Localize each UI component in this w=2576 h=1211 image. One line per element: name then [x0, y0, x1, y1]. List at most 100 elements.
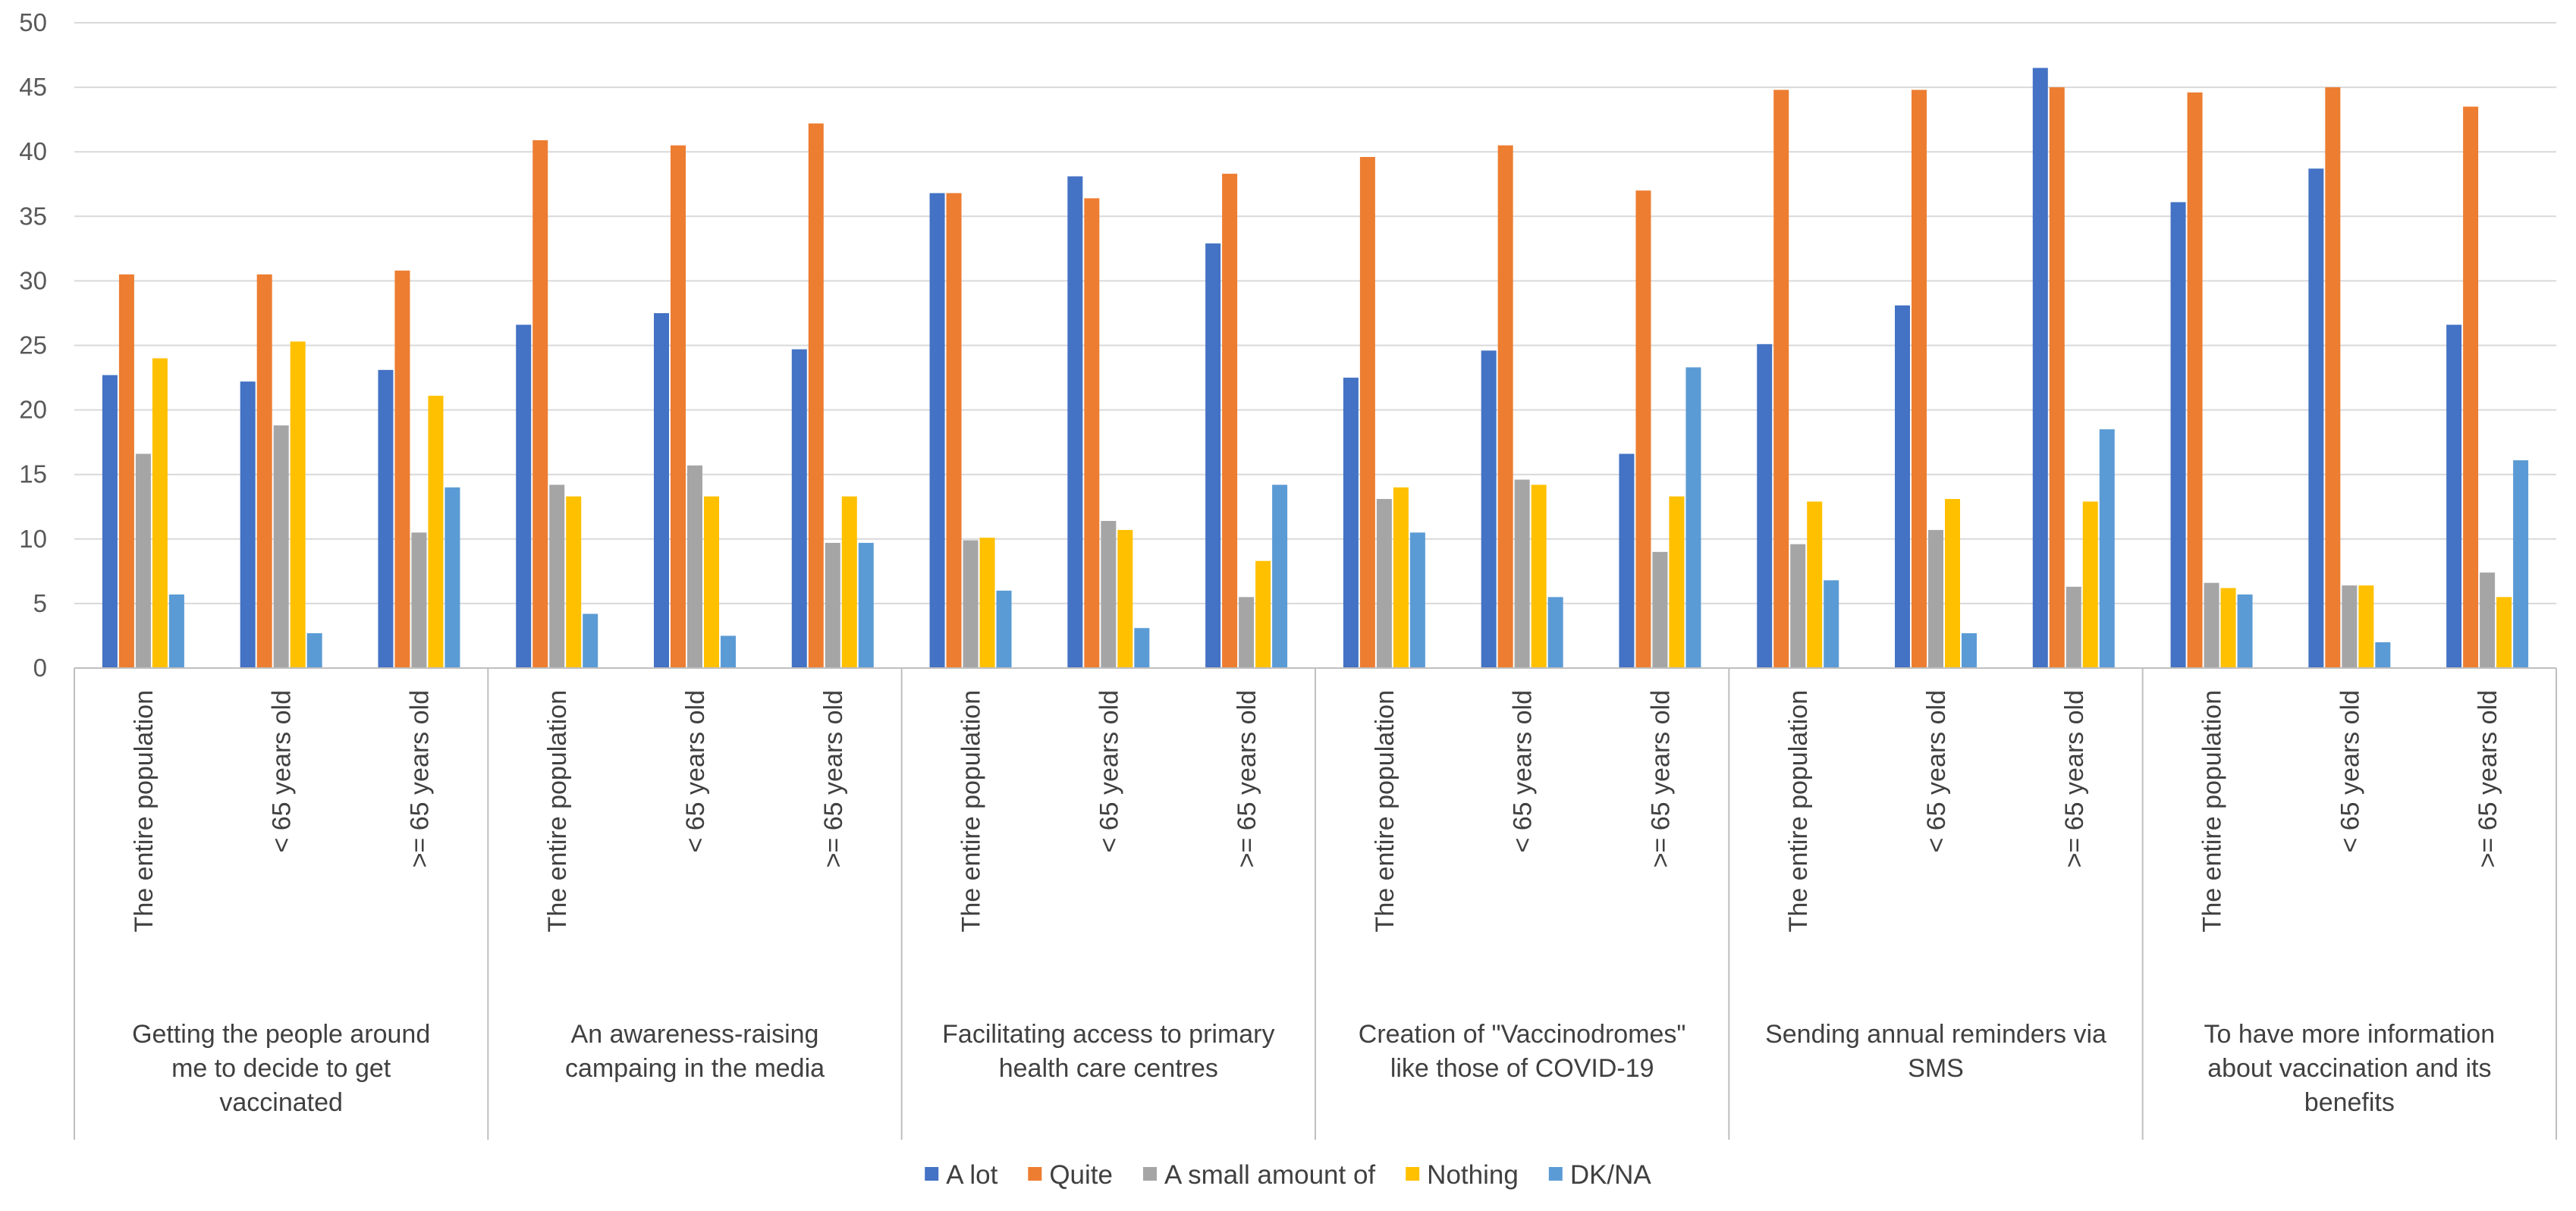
legend-swatch — [1548, 1167, 1563, 1181]
x-subcategory-label: < 65 years old — [268, 690, 297, 853]
bar-g1-s1-a-small-amount-of — [135, 453, 151, 668]
bar-g1-s1-a-lot — [102, 375, 118, 668]
legend-swatch — [925, 1167, 939, 1181]
gridlines — [74, 22, 2556, 604]
bar-g6-s1-nothing — [2220, 588, 2236, 668]
bar-g4-s2-a-lot — [1481, 350, 1497, 668]
bar-g4-s2-nothing — [1531, 485, 1547, 668]
bar-g5-s1-nothing — [1807, 501, 1823, 668]
y-tick-label: 45 — [19, 73, 47, 101]
bar-g4-s3-dk-na — [1685, 367, 1701, 668]
x-subcategory-label: < 65 years old — [1922, 690, 1951, 853]
x-group-label: campaing in the media — [565, 1054, 825, 1083]
bar-g3-s1-a-small-amount-of — [963, 540, 979, 668]
bar-g3-s2-dk-na — [1134, 628, 1150, 668]
y-tick-label: 35 — [19, 202, 47, 230]
bar-g5-s3-dk-na — [2099, 429, 2115, 668]
bar-g4-s3-a-small-amount-of — [1652, 551, 1668, 668]
bars — [102, 67, 2529, 669]
legend: A lot Quite A small amount of Nothing DK/NA — [925, 1160, 1651, 1190]
y-tick-label: 15 — [19, 460, 47, 488]
legend-item: A small amount of — [1142, 1160, 1375, 1190]
bar-g1-s2-dk-na — [306, 633, 322, 668]
bar-g1-s3-nothing — [428, 395, 444, 668]
x-group-label: me to decide to get — [171, 1054, 391, 1083]
bar-g2-s1-quite — [532, 140, 548, 668]
bar-g6-s3-a-lot — [2446, 325, 2462, 668]
bar-g6-s2-nothing — [2358, 585, 2374, 668]
bar-g1-s3-quite — [394, 270, 410, 668]
x-group-label: vaccinated — [219, 1088, 343, 1117]
bar-g4-s3-quite — [1635, 190, 1651, 668]
bar-g2-s1-a-small-amount-of — [549, 485, 565, 668]
legend-swatch — [1142, 1167, 1157, 1181]
bar-g1-s1-nothing — [152, 358, 168, 668]
bar-g5-s2-a-small-amount-of — [1928, 529, 1943, 668]
bar-g3-s2-a-lot — [1067, 176, 1083, 669]
y-tick-label: 50 — [19, 8, 47, 36]
bar-g5-s1-a-lot — [1757, 344, 1773, 668]
bar-g6-s2-dk-na — [2375, 642, 2391, 668]
bar-g6-s1-quite — [2187, 92, 2203, 668]
x-group-label: Facilitating access to primary — [942, 1020, 1274, 1049]
x-group-label: To have more information — [2204, 1020, 2496, 1049]
bar-g4-s2-dk-na — [1547, 597, 1563, 668]
legend-swatch — [1028, 1167, 1042, 1181]
bar-g6-s3-a-small-amount-of — [2480, 573, 2496, 668]
bar-g3-s2-a-small-amount-of — [1101, 520, 1117, 668]
legend-label: Nothing — [1427, 1160, 1519, 1190]
bar-g5-s2-quite — [1912, 89, 1927, 668]
bar-g1-s2-nothing — [290, 341, 306, 668]
x-subcategory-label: >= 65 years old — [2060, 690, 2089, 867]
legend-label: A small amount of — [1164, 1160, 1375, 1190]
x-group-label: benefits — [2304, 1088, 2395, 1117]
bar-g5-s2-nothing — [1945, 499, 1960, 668]
legend-label: A lot — [946, 1160, 997, 1190]
bar-g2-s1-dk-na — [583, 613, 598, 668]
bar-g4-s1-a-small-amount-of — [1376, 499, 1392, 668]
legend-item: DK/NA — [1548, 1160, 1651, 1190]
x-axis — [74, 667, 2557, 1140]
bar-g1-s1-dk-na — [168, 594, 184, 668]
bar-g5-s3-a-lot — [2032, 67, 2048, 668]
bar-g3-s1-dk-na — [996, 590, 1012, 668]
bar-g4-s1-quite — [1359, 157, 1375, 668]
bar-g6-s3-nothing — [2496, 597, 2512, 668]
x-subcategory-label: >= 65 years old — [1646, 690, 1675, 867]
x-subcategory-label: < 65 years old — [1509, 690, 1538, 853]
bar-g2-s2-a-small-amount-of — [687, 465, 702, 668]
bar-g3-s1-nothing — [979, 538, 995, 668]
x-subcategory-label: The entire population — [1784, 690, 1813, 932]
y-tick-label: 0 — [33, 654, 47, 682]
bar-g1-s3-a-small-amount-of — [411, 532, 427, 668]
bar-g2-s3-dk-na — [858, 542, 874, 668]
bar-g6-s2-a-lot — [2308, 168, 2324, 669]
bar-g6-s3-dk-na — [2513, 460, 2529, 668]
x-group-label: An awareness-raising — [571, 1020, 819, 1049]
bar-g3-s1-a-lot — [929, 193, 945, 668]
bar-g6-s1-a-lot — [2170, 202, 2186, 668]
bar-g3-s3-quite — [1222, 174, 1238, 668]
x-subcategory-label: The entire population — [2198, 690, 2227, 932]
bar-g6-s2-quite — [2325, 87, 2341, 669]
bar-g2-s2-nothing — [704, 496, 719, 668]
x-group-label: Creation of "Vaccinodromes" — [1359, 1020, 1686, 1049]
x-subcategory-label: >= 65 years old — [1233, 690, 1261, 867]
y-axis-ticks: 0 5 10 15 20 25 30 35 40 45 50 — [19, 8, 47, 682]
y-tick-label: 10 — [19, 525, 47, 553]
x-group-label: like those of COVID-19 — [1390, 1054, 1654, 1083]
bar-g4-s1-dk-na — [1409, 532, 1425, 668]
bar-g3-s3-a-small-amount-of — [1239, 597, 1255, 668]
x-subcategory-label: < 65 years old — [2336, 690, 2364, 853]
bar-g5-s3-a-small-amount-of — [2066, 586, 2081, 668]
x-subcategory-label: The entire population — [130, 690, 159, 932]
bar-g3-s3-nothing — [1255, 560, 1271, 668]
bar-g2-s1-nothing — [566, 496, 582, 668]
bar-g2-s3-quite — [808, 123, 824, 669]
bar-g6-s1-a-small-amount-of — [2204, 582, 2219, 668]
bar-g4-s2-a-small-amount-of — [1514, 479, 1530, 668]
bar-g6-s3-quite — [2463, 106, 2479, 668]
bar-g5-s1-a-small-amount-of — [1790, 544, 1806, 668]
